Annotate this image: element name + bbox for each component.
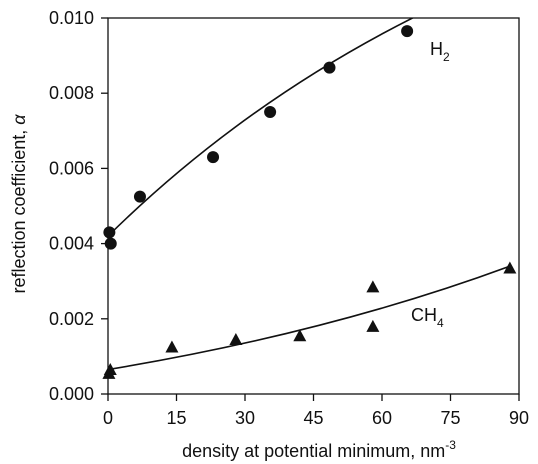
x-tick-label: 90 <box>509 408 529 428</box>
fit-line-h2 <box>108 10 428 236</box>
x-tick-label: 60 <box>372 408 392 428</box>
y-tick-label: 0.010 <box>49 8 94 28</box>
ch4-point <box>366 320 379 332</box>
series-label-ch4: CH4 <box>411 305 444 330</box>
x-tick-label: 15 <box>166 408 186 428</box>
y-tick-label: 0.008 <box>49 83 94 103</box>
h2-point <box>103 226 115 238</box>
h2-point <box>134 191 146 203</box>
data-points <box>102 25 516 379</box>
fit-lines <box>108 10 510 369</box>
y-axis-title: reflection coefficient, α <box>9 114 29 294</box>
h2-point <box>264 106 276 118</box>
x-tick-label: 0 <box>103 408 113 428</box>
x-tick-label: 45 <box>303 408 323 428</box>
h2-point <box>401 25 413 37</box>
h2-point <box>207 151 219 163</box>
h2-point <box>323 62 335 74</box>
x-tick-label: 30 <box>235 408 255 428</box>
series-label-h2: H2 <box>430 39 450 64</box>
ch4-point <box>165 341 178 353</box>
y-tick-label: 0.004 <box>49 234 94 254</box>
h2-point <box>105 238 117 250</box>
x-axis-title: density at potential minimum, nm-3 <box>182 438 456 461</box>
ticks: 0 15 30 45 60 75 90 0.000 0.002 0.004 0.006 0.008 0.… <box>49 8 529 428</box>
ch4-point <box>229 333 242 345</box>
y-tick-label: 0.000 <box>49 384 94 404</box>
ch4-point <box>366 280 379 292</box>
y-tick-label: 0.002 <box>49 309 94 329</box>
y-tick-label: 0.006 <box>49 158 94 178</box>
fit-line-ch4 <box>108 266 510 369</box>
x-tick-label: 75 <box>440 408 460 428</box>
